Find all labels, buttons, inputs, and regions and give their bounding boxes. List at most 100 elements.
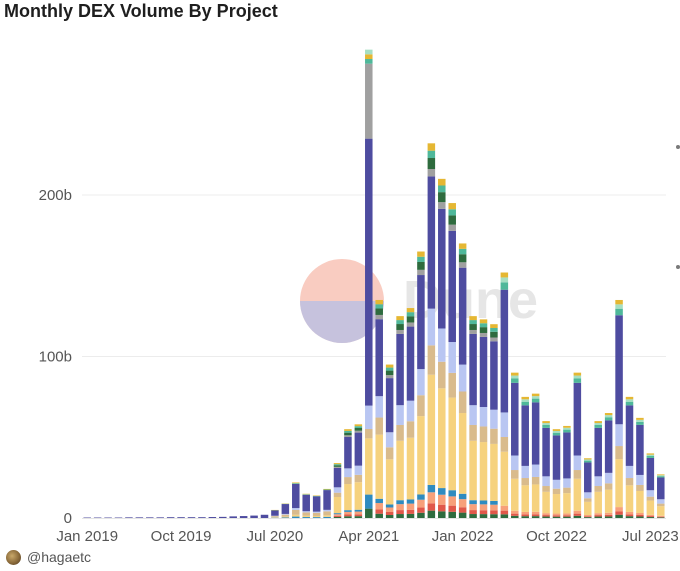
bar-segment — [354, 482, 363, 510]
x-tick-label: Jan 2019 — [56, 528, 118, 545]
bar-segment — [333, 467, 342, 488]
bar-segment — [427, 503, 436, 511]
bar-segment — [563, 478, 571, 488]
bar-segment — [584, 462, 592, 493]
bar-may-2021 — [375, 299, 383, 518]
bar-segment — [427, 176, 436, 309]
bar-feb-2023 — [594, 421, 602, 518]
bar-segment — [469, 405, 477, 425]
bar-segment — [406, 503, 415, 510]
bar-segment — [458, 248, 467, 255]
bar-segment — [396, 324, 404, 330]
bar-segment — [438, 178, 446, 186]
bar-segment — [584, 460, 592, 463]
bar-segment — [333, 463, 342, 465]
bar-segment — [323, 509, 331, 512]
bar-segment — [563, 513, 571, 516]
legend-marker-hint — [676, 145, 680, 149]
bar-segment — [375, 304, 383, 309]
bar-segment — [375, 513, 383, 518]
bar-segment — [365, 54, 373, 60]
bar-segment — [333, 492, 342, 498]
bar-segment — [448, 230, 456, 343]
bar-segment — [573, 478, 582, 511]
bar-segment — [604, 516, 613, 518]
bar-segment — [563, 516, 571, 518]
bar-segment — [354, 509, 363, 512]
bar-segment — [448, 215, 456, 225]
bar-segment — [511, 470, 519, 479]
bar-segment — [521, 399, 529, 402]
bar-segment — [552, 494, 561, 514]
bar-oct-2019 — [177, 517, 185, 518]
bar-segment — [375, 417, 383, 435]
bar-segment — [479, 504, 488, 511]
bar-segment — [427, 158, 436, 170]
x-tick-label: Oct 2022 — [526, 528, 587, 545]
bar-segment — [563, 427, 571, 430]
bar-segment — [406, 513, 415, 518]
bar-segment — [365, 438, 373, 495]
bar-segment — [552, 432, 561, 436]
bar-segment — [438, 361, 446, 389]
bar-segment — [552, 513, 561, 516]
bar-segment — [594, 516, 602, 518]
bar-segment — [636, 419, 644, 422]
bar-segment — [333, 514, 342, 516]
bar-segment — [375, 434, 383, 499]
bar-segment — [531, 511, 540, 515]
bar-segment — [531, 396, 540, 399]
bar-segment — [479, 323, 488, 328]
bar-segment — [625, 465, 634, 479]
bar-segment — [354, 428, 363, 431]
bar-segment — [500, 277, 509, 283]
bar-segment — [281, 514, 290, 517]
bar-jul-2020 — [271, 509, 279, 518]
bar-segment — [135, 517, 144, 518]
bar-segment — [427, 510, 436, 518]
bar-segment — [552, 516, 561, 518]
bar-segment — [521, 465, 529, 479]
bar-segment — [396, 424, 404, 441]
bar-segment — [511, 382, 519, 456]
bar-segment — [281, 516, 290, 518]
bar-segment — [365, 63, 373, 139]
bar-segment — [448, 203, 456, 210]
bar-segment — [354, 516, 363, 518]
bar-segment — [469, 320, 477, 325]
bar-segment — [385, 514, 394, 518]
bar-segment — [573, 510, 582, 514]
bar-apr-2023 — [615, 299, 623, 518]
bar-segment — [531, 464, 540, 477]
bar-segment — [365, 494, 373, 509]
bar-segment — [490, 337, 498, 342]
y-axis-ticks: 0 100b 200b — [39, 187, 72, 527]
bar-sep-2020 — [292, 482, 300, 518]
bar-segment — [615, 315, 623, 425]
bar-segment — [323, 489, 331, 491]
bar-segment — [417, 499, 425, 508]
bar-segment — [573, 515, 582, 518]
bar-segment — [615, 299, 623, 305]
bar-segment — [490, 331, 498, 338]
bar-segment — [375, 299, 383, 305]
bar-segment — [427, 169, 436, 177]
chart-title: Monthly DEX Volume By Project — [4, 1, 278, 21]
bar-segment — [438, 504, 446, 512]
bar-segment — [375, 314, 383, 320]
bar-segment — [542, 486, 550, 492]
bar-segment — [177, 517, 185, 518]
bar-segment — [511, 375, 519, 379]
x-tick-label: Jul 2020 — [247, 528, 304, 545]
bar-segment — [385, 459, 394, 505]
bar-oct-2020 — [302, 493, 310, 518]
bar-segment — [438, 208, 446, 329]
author-footer: @hagaetc — [6, 549, 91, 565]
bar-segment — [563, 487, 571, 494]
bar-segment — [344, 484, 352, 511]
bar-segment — [323, 488, 331, 490]
bar-segment — [312, 515, 321, 518]
bar-segment — [657, 506, 665, 516]
bar-segment — [333, 466, 342, 468]
bar-segment — [417, 507, 425, 513]
